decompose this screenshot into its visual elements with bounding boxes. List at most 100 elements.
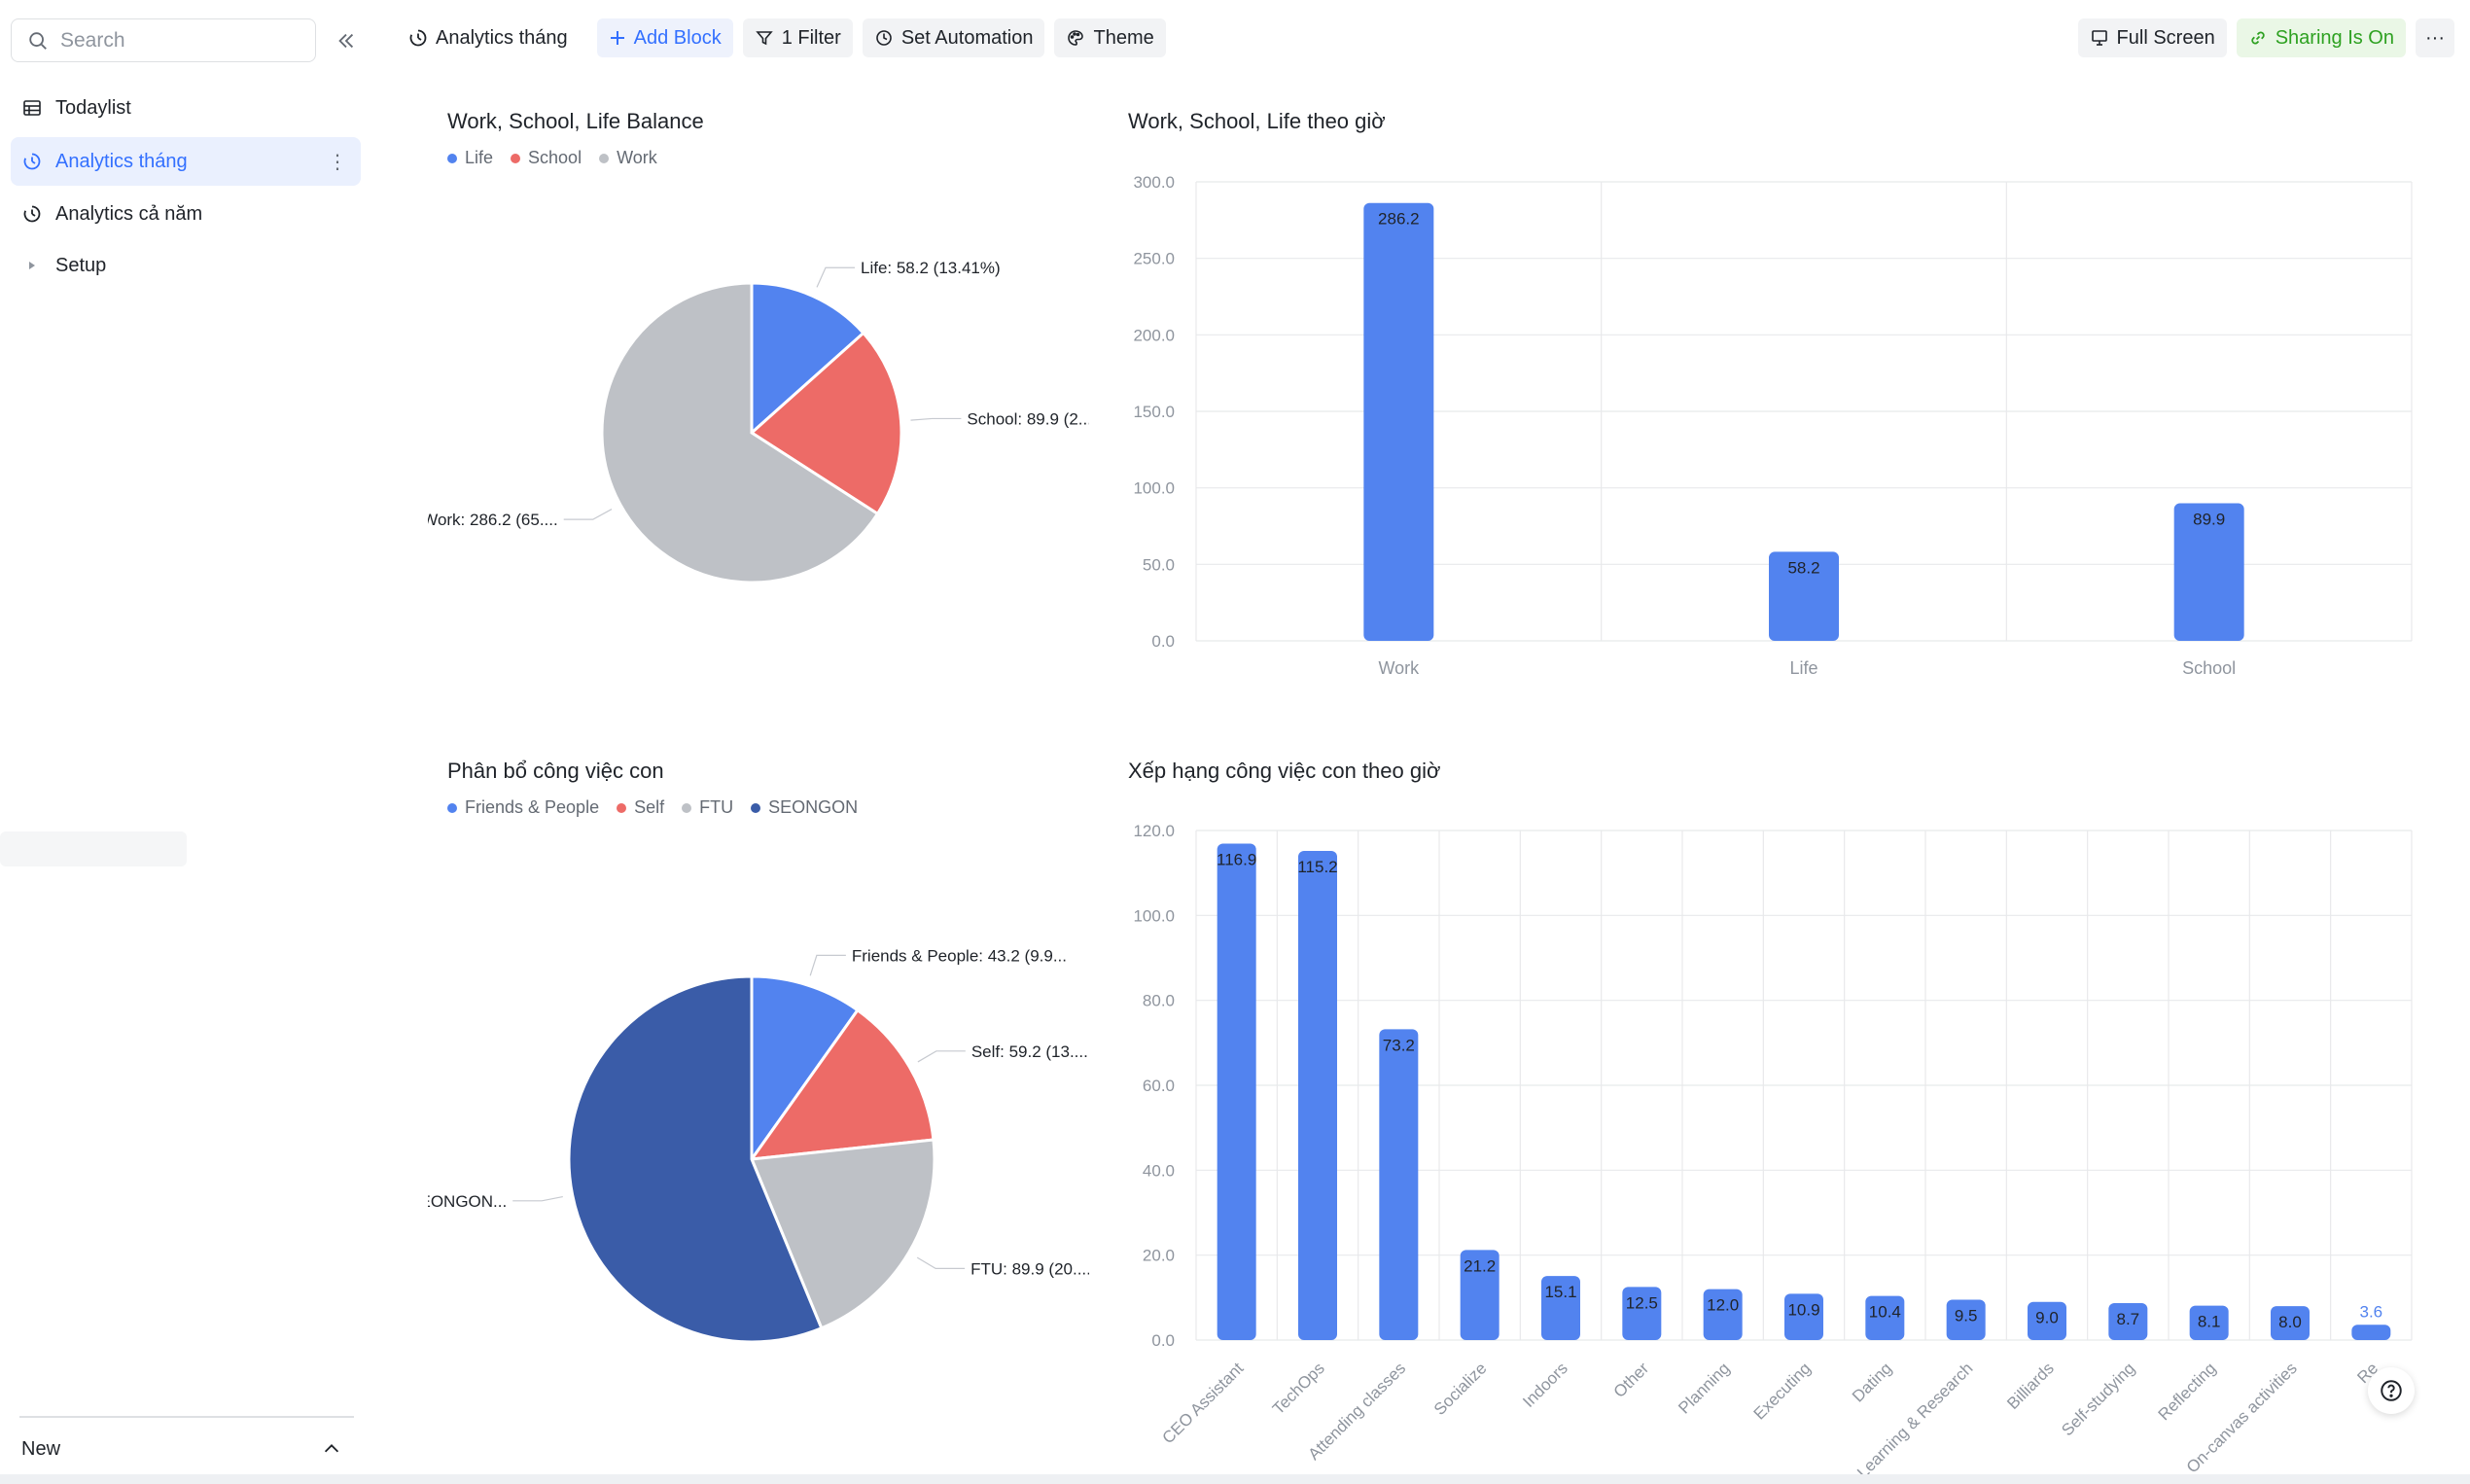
bar-indoors[interactable]	[1541, 1276, 1580, 1340]
y-tick-label: 150.0	[1133, 403, 1175, 421]
double-chevron-left-icon	[338, 33, 354, 49]
pie-slice-label: SEONGON...	[428, 1192, 507, 1211]
bar-on-canvas-activities[interactable]	[2271, 1306, 2310, 1340]
full-screen-label: Full Screen	[2116, 26, 2215, 49]
sidebar-item-setup[interactable]: Setup	[11, 241, 361, 290]
bar-work[interactable]	[1363, 202, 1434, 641]
search-input[interactable]: Search	[11, 18, 316, 62]
bar-planning[interactable]	[1703, 1289, 1743, 1340]
legend-item[interactable]: SEONGON	[751, 797, 858, 818]
bar-re[interactable]	[2351, 1325, 2391, 1340]
bar-dating[interactable]	[1865, 1295, 1905, 1340]
x-tick-label: Billiards	[2003, 1359, 2058, 1413]
x-tick-label: School	[2182, 658, 2236, 678]
x-tick-label: Self-studying	[2058, 1359, 2138, 1439]
bar-value-label: 3.6	[2360, 1302, 2383, 1321]
bar-self-studying[interactable]	[2108, 1303, 2148, 1340]
new-button[interactable]: New	[21, 1430, 342, 1468]
bar-attending-classes[interactable]	[1379, 1029, 1419, 1340]
legend-item[interactable]: FTU	[682, 797, 733, 818]
bar-value-label: 89.9	[2193, 511, 2225, 529]
add-block-button[interactable]: Add Block	[596, 18, 733, 57]
more-button[interactable]: ···	[2416, 18, 2454, 57]
set-automation-button[interactable]: Set Automation	[862, 18, 1045, 57]
theme-button[interactable]: Theme	[1054, 18, 1166, 57]
legend-label: School	[528, 148, 582, 167]
bar-billiards[interactable]	[2028, 1301, 2066, 1340]
palette-icon	[1068, 30, 1084, 46]
legend-dot	[751, 802, 761, 813]
legend-item[interactable]: Work	[599, 148, 657, 168]
caret-right-icon	[29, 262, 35, 269]
x-tick-label: Other	[1610, 1359, 1653, 1401]
legend-dot	[447, 153, 457, 163]
filter-icon	[755, 31, 773, 46]
legend-label: Friends & People	[465, 797, 600, 817]
pie-slice-life[interactable]	[750, 281, 865, 437]
y-tick-label: 200.0	[1133, 326, 1175, 344]
sidebar-item-analytics-ca-nam[interactable]: Analytics cả năm	[11, 190, 361, 238]
legend-label: Life	[465, 148, 494, 167]
sidebar-item-todaylist[interactable]: Todaylist	[11, 84, 361, 132]
sidebar-item-label: Todaylist	[55, 96, 131, 119]
bar-techops[interactable]	[1298, 850, 1337, 1340]
pie-slice-work[interactable]	[600, 281, 880, 584]
legend-balance: Life School Work	[447, 148, 675, 168]
legend-item[interactable]: Friends & People	[447, 797, 599, 818]
bar-other[interactable]	[1622, 1287, 1662, 1340]
legend-item[interactable]: Life	[447, 148, 493, 168]
more-options-icon[interactable]: ⋮	[328, 152, 347, 173]
y-tick-label: 20.0	[1143, 1247, 1175, 1265]
pie-leader-line	[916, 1256, 966, 1269]
pie-slice-friends-people[interactable]	[750, 974, 860, 1164]
toolbar-right: Full Screen Sharing Is On ···	[2077, 18, 2454, 58]
bar-value-label: 9.5	[1955, 1307, 1978, 1325]
pie-slice-self[interactable]	[748, 1007, 935, 1161]
filter-button[interactable]: 1 Filter	[742, 18, 853, 57]
new-label: New	[21, 1437, 61, 1460]
bar-chart-ranking[interactable]: 0.0 20.0 40.0 60.0 80.0 100.0 120.0 116.9 CEO As…	[1109, 805, 2431, 1484]
block-title-ranking: Xếp hạng công việc con theo giờ	[1128, 759, 1441, 783]
y-tick-label: 100.0	[1133, 906, 1175, 925]
bar-value-label: 116.9	[1217, 851, 1256, 869]
bar-executing[interactable]	[1784, 1293, 1823, 1340]
sidebar-item-analytics-thang[interactable]: Analytics tháng ⋮	[11, 137, 361, 186]
bar-chart-hours[interactable]: 0.0 50.0 100.0 150.0 200.0 250.0 300.0 286.2 Wor…	[1109, 156, 2431, 700]
legend-label: FTU	[699, 797, 734, 817]
bar-reflecting[interactable]	[2189, 1305, 2229, 1340]
x-tick-label: Socialize	[1430, 1359, 1491, 1419]
pie-chart-subtasks[interactable]: Friends & People: 43.2 (9.9... Self: 59.2…	[428, 827, 1089, 1371]
sidebar-item-label: Analytics cả năm	[55, 202, 203, 225]
sharing-button[interactable]: Sharing Is On	[2236, 18, 2406, 57]
collapse-sidebar-button[interactable]	[331, 25, 362, 56]
bar-learning-research[interactable]	[1946, 1299, 1986, 1340]
legend-item[interactable]: Self	[617, 797, 664, 818]
dashboard-icon	[409, 29, 427, 47]
bar-school[interactable]	[2173, 503, 2244, 641]
bar-value-label: 15.1	[1544, 1283, 1576, 1301]
legend-item[interactable]: School	[511, 148, 582, 168]
pie-leader-line	[910, 417, 962, 421]
bar-socialize[interactable]	[1460, 1250, 1500, 1340]
dashboard-title-label: Analytics tháng	[436, 26, 568, 49]
y-tick-label: 300.0	[1133, 173, 1175, 192]
pie-slice-school[interactable]	[749, 331, 903, 516]
legend-label: Work	[617, 148, 657, 167]
x-tick-label: CEO Assistant	[1159, 1359, 1248, 1447]
x-tick-label: TechOps	[1269, 1359, 1328, 1418]
pie-chart-balance[interactable]: Life: 58.2 (13.41%) School: 89.9 (2... Wor…	[428, 175, 1089, 720]
pie-slice-ftu[interactable]	[749, 1138, 936, 1330]
legend-dot	[682, 802, 692, 813]
bar-life[interactable]	[1769, 551, 1839, 641]
pie-slice-label: Work: 286.2 (65....	[428, 511, 558, 529]
presentation-icon	[2091, 30, 2107, 46]
pie-leader-line	[816, 266, 856, 288]
dashboard-title[interactable]: Analytics tháng	[397, 18, 580, 57]
full-screen-button[interactable]: Full Screen	[2077, 18, 2227, 57]
pie-slice-seongon[interactable]	[567, 974, 824, 1344]
bar-ceo-assistant[interactable]	[1217, 843, 1256, 1340]
automation-icon	[876, 30, 892, 46]
block-title-hours: Work, School, Life theo giờ	[1128, 109, 1386, 133]
y-tick-label: 120.0	[1133, 822, 1175, 840]
help-button[interactable]	[2368, 1367, 2415, 1414]
